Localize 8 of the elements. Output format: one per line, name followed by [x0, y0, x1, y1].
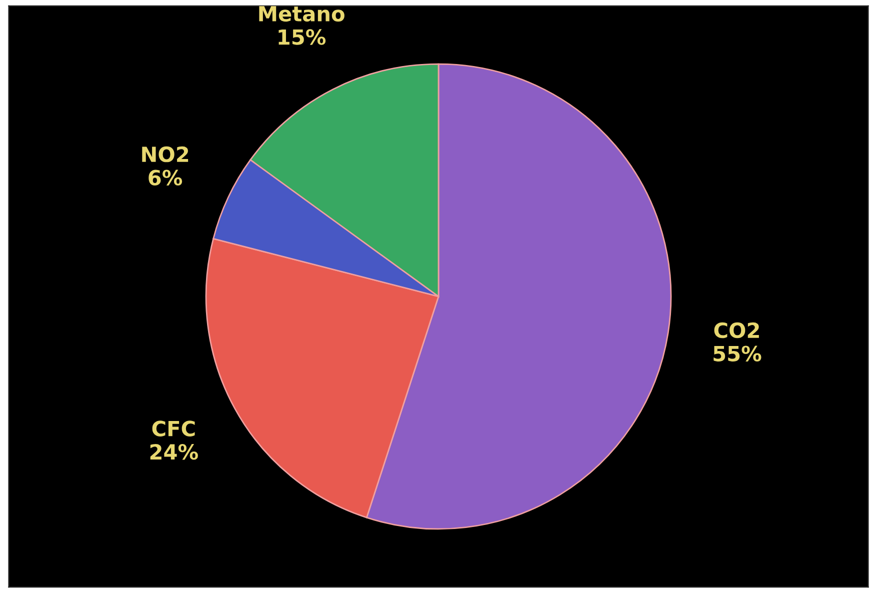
slice-label: NO2: [142, 146, 188, 162]
data-label: 55%: [714, 346, 762, 362]
data-label: 6%: [148, 170, 182, 186]
slice-label: CO2: [714, 322, 759, 338]
slice-label: Metano: [259, 6, 344, 22]
data-label: 24%: [150, 444, 198, 460]
slice-label: CFC: [152, 420, 195, 436]
data-label: 15%: [278, 29, 326, 45]
